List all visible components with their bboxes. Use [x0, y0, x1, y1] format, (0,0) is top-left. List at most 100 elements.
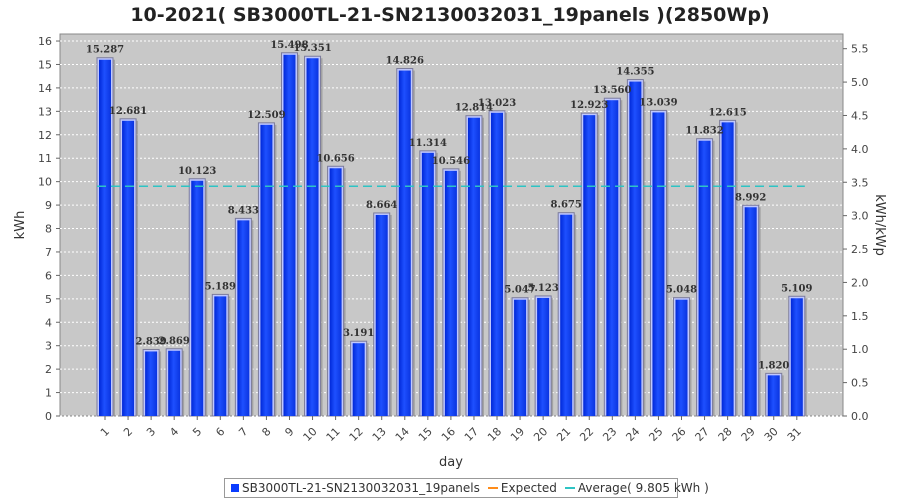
- y2-tick-label: 4.0: [851, 143, 869, 156]
- bar-value-label: 5.109: [781, 283, 812, 294]
- x-tick-label: 5: [190, 425, 204, 439]
- bar: [652, 112, 665, 417]
- bar: [606, 100, 619, 416]
- bar-value-label: 1.820: [758, 360, 789, 371]
- x-tick-label: 13: [370, 425, 389, 444]
- x-tick-label: 3: [144, 425, 158, 439]
- x-tick-label: 16: [439, 425, 458, 444]
- x-tick-label: 10: [301, 425, 320, 444]
- x-tick-label: 12: [347, 425, 366, 444]
- y2-tick-label: 4.5: [851, 109, 869, 122]
- bar-value-label: 11.832: [685, 126, 723, 137]
- bar: [145, 351, 158, 416]
- x-tick-label: 20: [531, 425, 550, 444]
- bar-value-label: 12.509: [247, 110, 285, 121]
- x-tick-label: 31: [785, 425, 804, 444]
- y-tick-label: 13: [38, 105, 52, 118]
- bar: [306, 58, 319, 417]
- y-tick-label: 5: [45, 293, 52, 306]
- legend-swatch-average: [564, 487, 575, 489]
- y-tick-label: 8: [45, 223, 52, 236]
- bar-value-label: 5.048: [666, 285, 697, 296]
- bar-value-label: 14.826: [386, 56, 424, 67]
- bar: [168, 350, 181, 416]
- legend-item-expected: Expected: [487, 481, 557, 495]
- bar-value-label: 3.191: [343, 328, 374, 339]
- bar-value-label: 13.560: [593, 85, 631, 96]
- x-tick-label: 11: [324, 425, 343, 444]
- bar-value-label: 10.123: [178, 166, 216, 177]
- bar: [237, 220, 250, 416]
- bar-value-label: 12.615: [708, 107, 746, 118]
- y-tick-label: 0: [45, 410, 52, 423]
- legend: SB3000TL-21-SN2130032031_19panels Expect…: [224, 478, 709, 498]
- bar-value-label: 15.287: [86, 45, 124, 56]
- y2-tick-label: 0.0: [851, 410, 869, 423]
- y2-tick-label: 2.5: [851, 243, 869, 256]
- x-axis-title: day: [439, 455, 463, 470]
- legend-label-average: Average( 9.805 kWh ): [577, 481, 709, 495]
- bar-value-label: 10.656: [316, 153, 354, 164]
- x-tick-label: 6: [213, 425, 227, 439]
- bar-value-label: 12.681: [109, 106, 147, 117]
- x-tick-label: 2: [121, 425, 135, 439]
- x-tick-label: 25: [646, 425, 665, 444]
- bar: [191, 180, 204, 416]
- bar: [514, 299, 527, 416]
- bar: [260, 124, 273, 416]
- y-tick-label: 14: [38, 82, 52, 95]
- bar-value-label: 2.869: [159, 336, 190, 347]
- y-tick-label: 7: [45, 246, 52, 259]
- bar-value-label: 8.675: [551, 200, 582, 211]
- y2-tick-label: 1.0: [851, 343, 869, 356]
- bar-value-label: 8.992: [735, 192, 766, 203]
- y2-tick-label: 1.5: [851, 310, 869, 323]
- bar-value-label: 10.546: [432, 156, 470, 167]
- y-tick-label: 6: [45, 269, 52, 282]
- bar-value-label: 12.814: [455, 103, 493, 114]
- bar: [767, 375, 780, 416]
- y-tick-label: 11: [38, 152, 52, 165]
- bar: [214, 296, 227, 416]
- bar: [790, 298, 803, 416]
- x-tick-label: 18: [485, 425, 504, 444]
- y-tick-label: 15: [38, 58, 52, 71]
- bar-value-label: 8.664: [366, 200, 397, 211]
- bar: [398, 70, 411, 416]
- x-tick-label: 19: [508, 425, 527, 444]
- bar-value-label: 15.351: [293, 43, 331, 54]
- bar-value-label: 11.314: [409, 138, 447, 149]
- bar: [421, 152, 434, 416]
- bar-value-label: 14.355: [616, 67, 654, 78]
- legend-label-expected: Expected: [500, 481, 557, 495]
- bar-value-label: 13.023: [478, 98, 516, 109]
- x-tick-label: 21: [554, 425, 573, 444]
- bar: [560, 214, 573, 416]
- legend-label-series: SB3000TL-21-SN2130032031_19panels: [242, 481, 480, 495]
- bar: [675, 299, 688, 416]
- bar: [375, 214, 388, 416]
- bar-value-label: 13.039: [639, 97, 677, 108]
- x-axis-ticks: 1 2 3 4 5 6 7 8 9 10 11 12 13 14 15 16 17 18 19 20 21 22 23 24 2…: [98, 416, 804, 444]
- y-axis-title: kWh: [13, 211, 28, 240]
- bar: [122, 120, 135, 416]
- legend-swatch-series: [231, 484, 239, 492]
- y-tick-label: 2: [45, 363, 52, 376]
- x-tick-label: 7: [236, 425, 250, 439]
- bar-value-label: 5.189: [205, 281, 236, 292]
- bar-value-label: 15.498: [270, 40, 308, 51]
- bar: [283, 54, 296, 416]
- chart-title: 10-2021( SB3000TL-21-SN2130032031_19pane…: [130, 4, 770, 26]
- bar-value-label: 8.433: [228, 205, 259, 216]
- bar: [467, 117, 480, 416]
- bar: [329, 168, 342, 416]
- x-tick-label: 22: [577, 425, 596, 444]
- y2-axis-ticks: 0.0 0.5 1.0 1.5 2.0 2.5 3.0 3.5 4.0 4.5 5.0 5.5: [843, 43, 869, 423]
- x-tick-label: 9: [282, 425, 296, 439]
- bars: [96, 52, 807, 417]
- legend-item-series: SB3000TL-21-SN2130032031_19panels: [231, 481, 480, 495]
- bar-value-label: 5.123: [527, 283, 558, 294]
- x-tick-label: 24: [623, 425, 642, 444]
